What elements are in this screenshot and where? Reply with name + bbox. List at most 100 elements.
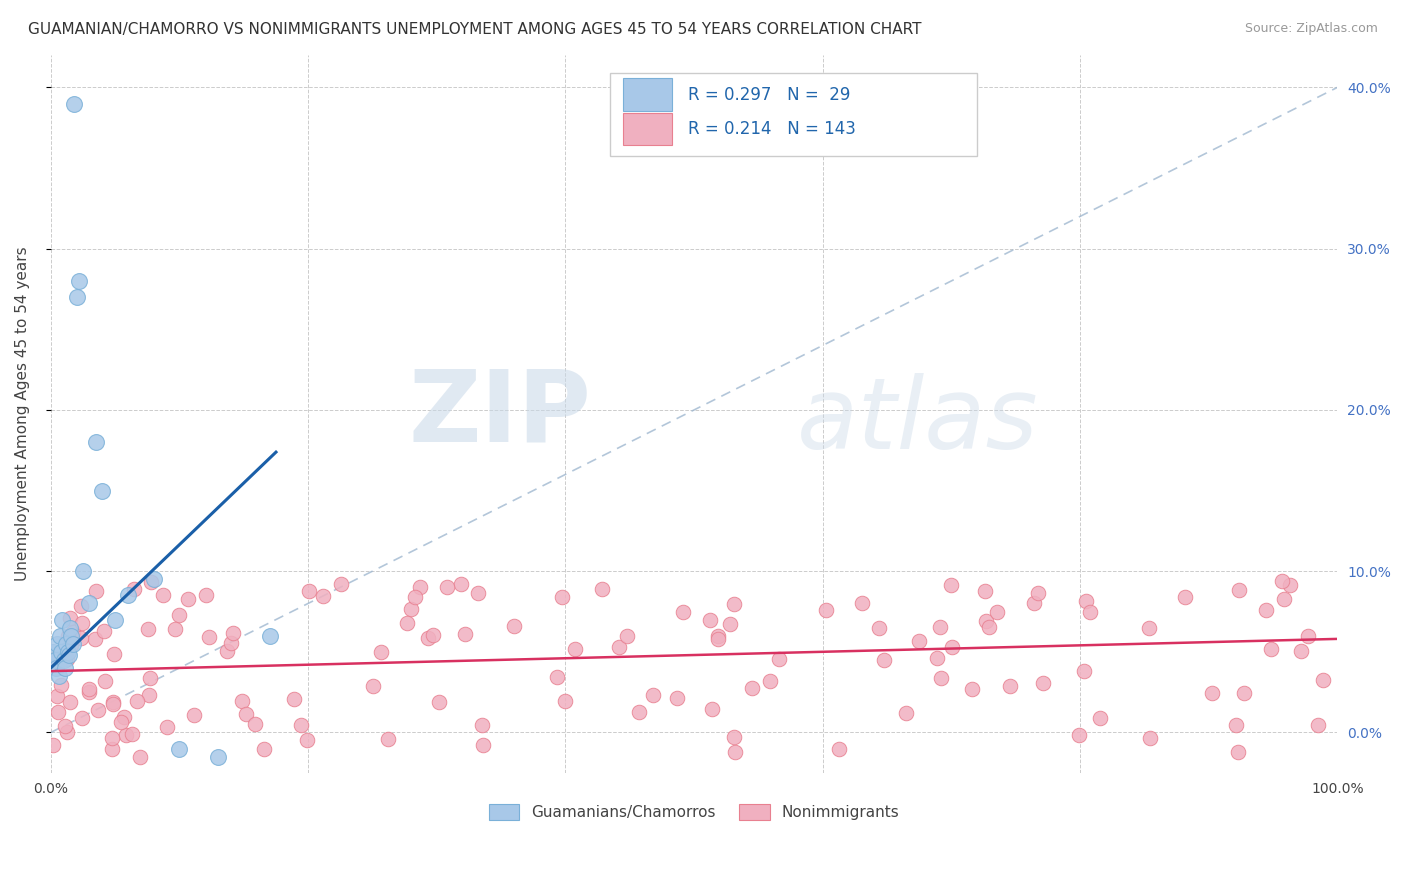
Point	[101, 741, 124, 756]
Point	[925, 651, 948, 665]
Point	[93, 624, 115, 639]
Point	[117, 588, 139, 602]
Point	[79, 596, 101, 610]
Point	[1201, 686, 1223, 700]
Point	[219, 636, 242, 650]
Point	[1271, 574, 1294, 588]
Point	[977, 620, 1000, 634]
Point	[1022, 596, 1045, 610]
Point	[607, 640, 630, 655]
Point	[436, 580, 458, 594]
Point	[129, 749, 152, 764]
Point	[467, 586, 489, 600]
Point	[101, 731, 124, 745]
Point	[998, 679, 1021, 693]
Point	[91, 483, 114, 498]
Point	[330, 577, 353, 591]
Point	[1090, 711, 1112, 725]
Point	[49, 629, 72, 643]
Point	[399, 601, 422, 615]
Point	[851, 596, 873, 610]
Point	[53, 661, 76, 675]
Point	[67, 274, 90, 288]
Point	[283, 692, 305, 706]
Point	[103, 697, 125, 711]
Point	[868, 621, 890, 635]
Point	[84, 584, 107, 599]
Point	[297, 732, 319, 747]
Point	[976, 614, 998, 628]
Point	[894, 706, 917, 720]
Point	[84, 632, 107, 646]
Point	[51, 613, 73, 627]
Point	[72, 564, 94, 578]
Point	[873, 652, 896, 666]
Point	[312, 589, 335, 603]
Point	[52, 653, 75, 667]
Point	[929, 620, 952, 634]
Point	[370, 645, 392, 659]
Point	[56, 725, 79, 739]
Point	[183, 707, 205, 722]
Point	[450, 576, 472, 591]
Point	[643, 688, 665, 702]
Point	[58, 648, 80, 662]
Point	[59, 695, 82, 709]
Point	[58, 610, 80, 624]
Point	[207, 749, 229, 764]
Point	[377, 731, 399, 746]
Point	[55, 637, 77, 651]
Point	[167, 607, 190, 622]
Y-axis label: Unemployment Among Ages 45 to 54 years: Unemployment Among Ages 45 to 54 years	[15, 246, 30, 582]
Point	[46, 637, 69, 651]
Point	[454, 627, 477, 641]
Point	[700, 702, 723, 716]
Point	[62, 637, 84, 651]
Point	[404, 591, 426, 605]
Point	[1032, 675, 1054, 690]
Point	[243, 717, 266, 731]
Text: Source: ZipAtlas.com: Source: ZipAtlas.com	[1244, 22, 1378, 36]
Point	[768, 652, 790, 666]
Point	[70, 599, 93, 613]
Point	[907, 634, 929, 648]
Point	[960, 682, 983, 697]
Point	[138, 622, 160, 636]
Point	[724, 745, 747, 759]
Point	[1227, 582, 1250, 597]
Point	[259, 629, 281, 643]
Point	[45, 651, 67, 665]
Point	[472, 739, 495, 753]
Point	[720, 617, 742, 632]
Point	[70, 711, 93, 725]
Point	[672, 605, 695, 619]
Point	[1272, 592, 1295, 607]
Point	[939, 578, 962, 592]
Point	[101, 695, 124, 709]
Point	[1260, 641, 1282, 656]
Point	[546, 670, 568, 684]
Point	[1139, 731, 1161, 745]
Point	[828, 741, 851, 756]
Point	[1233, 686, 1256, 700]
Point	[427, 695, 450, 709]
Point	[65, 290, 87, 304]
Point	[84, 435, 107, 450]
Point	[418, 632, 440, 646]
Point	[122, 582, 145, 597]
Point	[470, 718, 492, 732]
Point	[48, 669, 70, 683]
Point	[395, 616, 418, 631]
Bar	[610, 73, 977, 155]
Text: atlas: atlas	[797, 373, 1039, 469]
Point	[815, 603, 838, 617]
Point	[986, 605, 1008, 619]
Point	[1278, 577, 1301, 591]
Point	[253, 741, 276, 756]
Point	[155, 720, 177, 734]
Point	[1067, 728, 1090, 742]
Point	[63, 96, 86, 111]
Point	[87, 703, 110, 717]
Point	[62, 625, 84, 640]
Point	[215, 644, 238, 658]
